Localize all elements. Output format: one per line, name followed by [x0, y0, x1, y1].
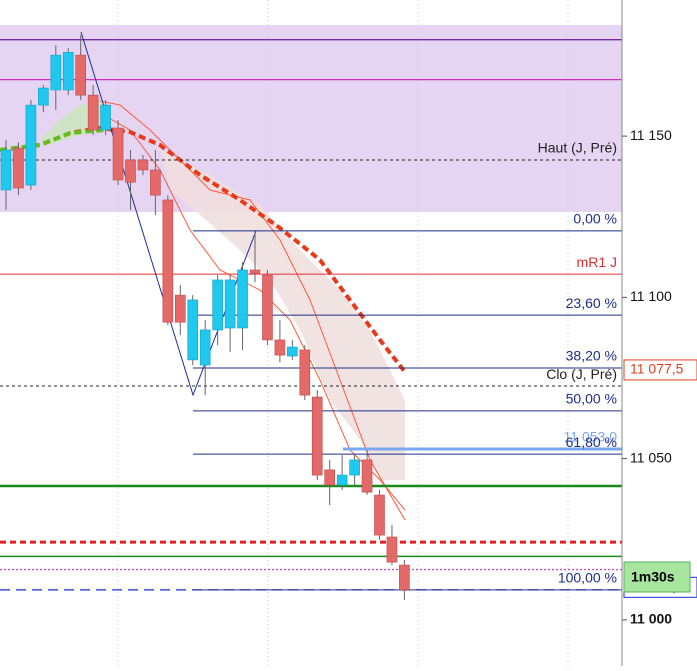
level-label: 23,60 % [566, 295, 617, 311]
level-label: 11 053,0 [564, 429, 618, 445]
candle-body [137, 159, 149, 171]
candle-body [13, 147, 24, 189]
candle-body [75, 54, 86, 96]
candle-body [112, 127, 124, 181]
candle-body [0, 149, 12, 191]
y-tick-label: 11 050 [630, 449, 672, 465]
ma-lower [94, 109, 406, 511]
candle-body [287, 346, 298, 357]
candle-body [361, 459, 373, 493]
level-label: 61,80 % [566, 434, 617, 450]
level-label: 100,00 % [558, 570, 617, 586]
candle-body [262, 274, 273, 341]
candle-body [62, 51, 74, 91]
y-tick-label: 11 100 [630, 288, 672, 304]
candle-body [212, 279, 223, 331]
ma-green [0, 128, 106, 152]
candle-body [162, 199, 174, 323]
candle-body [386, 536, 398, 563]
candle-body [324, 469, 336, 486]
envelope [160, 150, 405, 480]
candle-body [224, 279, 236, 329]
timer: 1m30s [631, 569, 675, 585]
candles [0, 35, 410, 600]
timer-box [623, 561, 691, 593]
candle-body [50, 54, 62, 91]
candle-body [249, 269, 261, 274]
level-label: 38,20 % [566, 348, 617, 364]
level-label: mR1 J [577, 254, 617, 270]
candle-body [125, 159, 136, 183]
candle-body [336, 474, 348, 486]
level-label: Clo (J, Pré) [546, 366, 617, 382]
candle-body [150, 169, 161, 196]
candle-body [187, 299, 199, 361]
candle-body [349, 459, 360, 476]
candle-body [311, 396, 323, 476]
candle-body [87, 94, 99, 131]
levels: Haut (J, Pré) 0,00 % mR1 J 23,60 % 38,20 % Cl… [0, 39, 622, 591]
candle-body [175, 294, 186, 323]
y-tick-label: 11 000 [630, 611, 672, 627]
candle-body [299, 349, 311, 396]
price-badge-label: 11 077,5 [630, 361, 684, 377]
candle-body [399, 564, 410, 591]
level-label: Haut (J, Pré) [538, 140, 617, 156]
candle-body [237, 269, 248, 329]
candle-body [100, 104, 111, 131]
y-tick-label: 11 150 [630, 127, 672, 143]
candle-body [199, 329, 211, 366]
price-badge [623, 359, 697, 381]
candle-body [274, 339, 286, 356]
ma-upper [94, 99, 406, 521]
level-label: 50,00 % [566, 391, 617, 407]
candle-body [38, 87, 49, 106]
level-label: 0,00 % [573, 211, 617, 227]
candle-body [25, 104, 37, 186]
candle-body [374, 494, 385, 536]
